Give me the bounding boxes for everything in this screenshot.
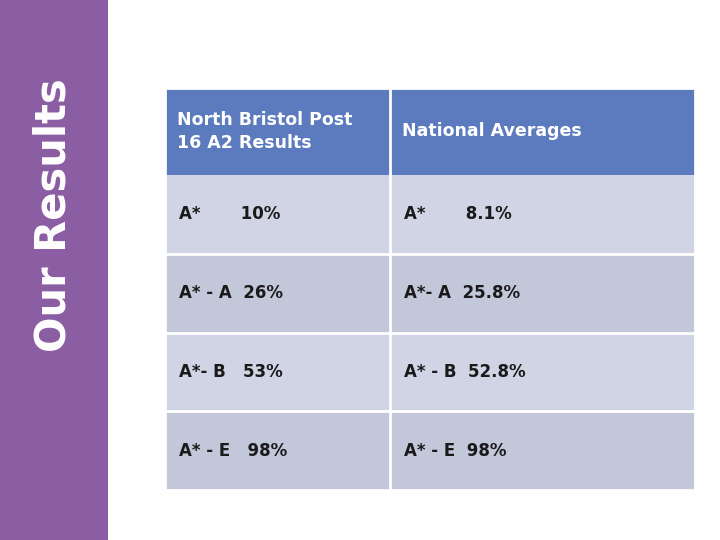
Text: A*- B   53%: A*- B 53% [179, 363, 283, 381]
Bar [0, 0, 108, 540]
Text: A*- A  25.8%: A*- A 25.8% [404, 284, 520, 302]
Bar [165, 88, 695, 175]
Text: A* - E   98%: A* - E 98% [179, 442, 287, 460]
Bar [390, 254, 695, 333]
Text: A* - B  52.8%: A* - B 52.8% [404, 363, 526, 381]
Bar [390, 175, 695, 254]
Text: A*       8.1%: A* 8.1% [404, 205, 512, 224]
Bar [165, 254, 390, 333]
Bar [165, 175, 390, 254]
Text: North Bristol Post
16 A2 Results: North Bristol Post 16 A2 Results [177, 111, 352, 152]
Text: Our Results: Our Results [33, 78, 75, 352]
Bar [390, 411, 695, 490]
Text: A* - A  26%: A* - A 26% [179, 284, 283, 302]
Text: A* - E  98%: A* - E 98% [404, 442, 506, 460]
Bar [165, 333, 390, 411]
Text: National Averages: National Averages [402, 123, 582, 140]
Bar [390, 333, 695, 411]
Text: A*       10%: A* 10% [179, 205, 280, 224]
Bar [165, 411, 390, 490]
